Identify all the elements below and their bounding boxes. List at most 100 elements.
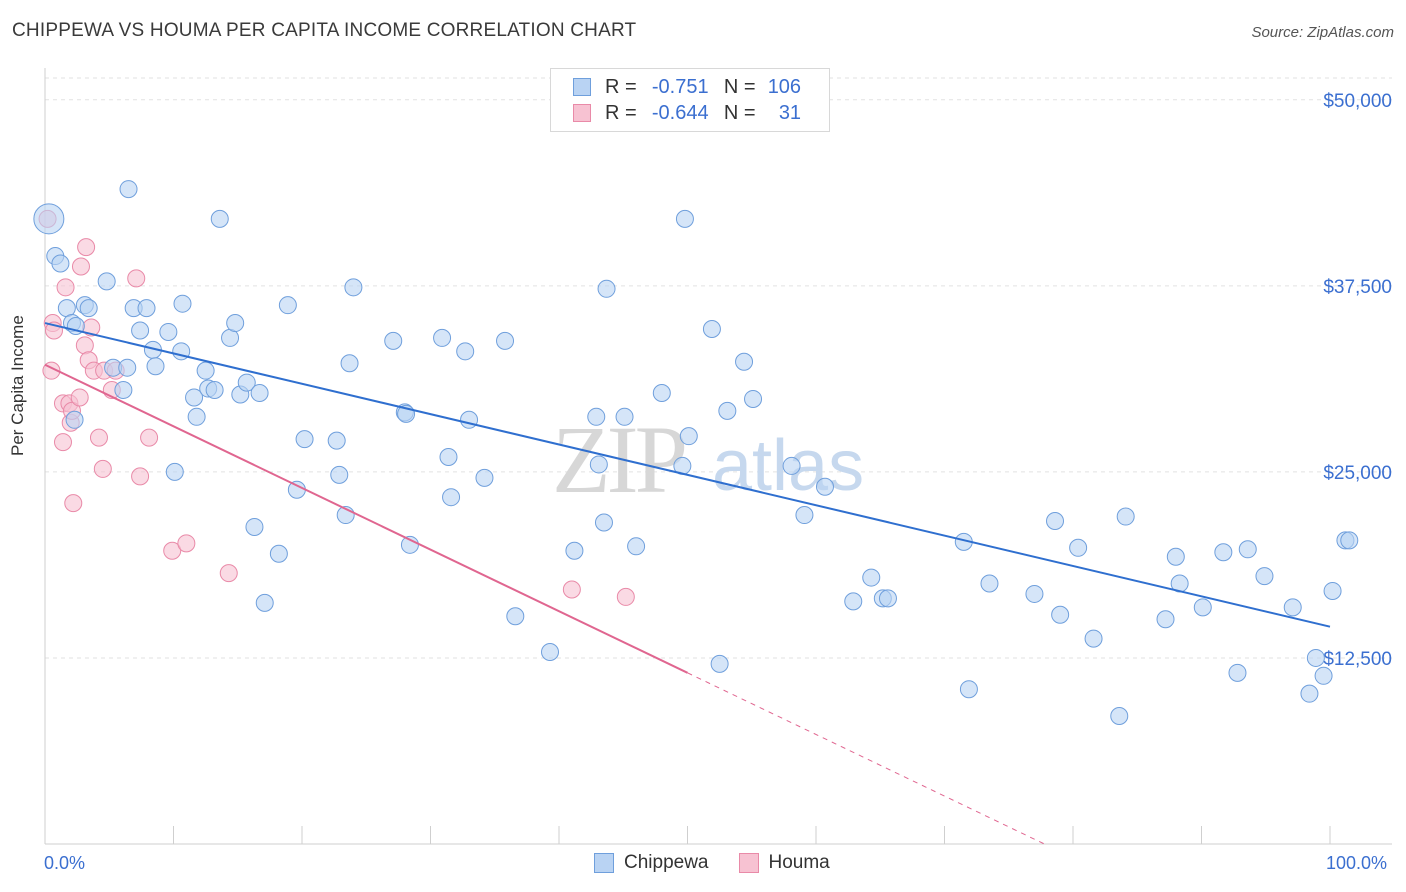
chippewa-point [119, 180, 138, 199]
chippewa-point [597, 279, 616, 298]
chippewa-point [287, 480, 306, 499]
chippewa-point [187, 407, 206, 426]
legend-item-chippewa: Chippewa [594, 852, 709, 874]
chippewa-point [433, 328, 452, 347]
chippewa-point [1214, 543, 1233, 562]
chippewa-point [1323, 581, 1342, 600]
houma-point [71, 257, 90, 276]
chippewa-point [475, 468, 494, 487]
chippewa-point [173, 294, 192, 313]
chippewa-point [245, 517, 264, 536]
chippewa-point [79, 299, 98, 318]
legend-row-chippewa: R = -0.751 N = 106 [573, 75, 801, 99]
chippewa-point [210, 209, 229, 228]
chippewa-point [269, 544, 288, 563]
houma-point [64, 494, 83, 513]
chippewa-point [1340, 531, 1359, 550]
houma-point [127, 269, 146, 288]
chippewa-point [295, 430, 314, 449]
chippewa-point [594, 513, 613, 532]
houma-point [562, 580, 581, 599]
chippewa-point [1069, 538, 1088, 557]
chippewa-point [675, 209, 694, 228]
legend-row-houma: R = -0.644 N = 31 [573, 101, 801, 125]
y-tick-label: $25,000 [1323, 463, 1392, 484]
chippewa-point [1238, 540, 1257, 559]
chippewa-point [1166, 547, 1185, 566]
chippewa-point [782, 456, 801, 475]
legend-n-label: N = [723, 101, 756, 124]
y-tick-label: $50,000 [1323, 91, 1392, 112]
chippewa-point [1306, 648, 1325, 667]
legend-item-houma: Houma [738, 852, 830, 874]
chippewa-point [844, 592, 863, 611]
chippewa-point [1084, 629, 1103, 648]
chippewa-point [131, 321, 150, 340]
chippewa-point [862, 568, 881, 587]
chippewa-point [165, 462, 184, 481]
y-tick-label: $12,500 [1323, 649, 1392, 670]
houma-point [177, 534, 196, 553]
chippewa-point [196, 361, 215, 380]
correlation-legend: R = -0.751 N = 106 R = -0.644 N = 31 [550, 68, 830, 132]
chippewa-point [1046, 512, 1065, 531]
gridlines [45, 77, 1392, 659]
chippewa-point [679, 427, 698, 446]
chippewa-point [1300, 684, 1319, 703]
y-tick-labels: $12,500 $25,000 $37,500 $50,000 [1323, 91, 1392, 670]
chippewa-point [1193, 598, 1212, 617]
chippewa-point [114, 381, 133, 400]
chippewa-point [980, 574, 999, 593]
chippewa-point [118, 358, 137, 377]
chippewa-point [735, 352, 754, 371]
houma-point [131, 467, 150, 486]
chippewa-point [702, 319, 721, 338]
houma-point [616, 587, 635, 606]
houma-trend-line [44, 363, 688, 674]
legend-label-houma: Houma [768, 852, 830, 873]
houma-point [77, 238, 96, 257]
chippewa-point [1116, 507, 1135, 526]
chippewa-point [710, 654, 729, 673]
chippewa-point [255, 593, 274, 612]
chippewa-point [340, 354, 359, 373]
chippewa-point [65, 410, 84, 429]
chippewa-point [1110, 706, 1129, 725]
legend-n-label: N = [723, 75, 756, 98]
chippewa-point [278, 296, 297, 315]
houma-points [38, 209, 635, 606]
chippewa-point [237, 373, 256, 392]
chippewa-point [565, 541, 584, 560]
chippewa-point [815, 477, 834, 496]
houma-trend-extension [687, 672, 1045, 845]
chippewa-point [456, 342, 475, 361]
chippewa-point [442, 488, 461, 507]
chippewa-point [330, 465, 349, 484]
chippewa-point [1025, 584, 1044, 603]
chippewa-point [460, 410, 479, 429]
legend-r-label: R = [605, 75, 637, 98]
chippewa-point [226, 314, 245, 333]
legend-n-value: 31 [778, 101, 802, 124]
chippewa-point [344, 278, 363, 297]
chippewa-point [587, 407, 606, 426]
x-tick-min: 0.0% [44, 853, 86, 873]
chippewa-point [959, 680, 978, 699]
y-tick-label: $37,500 [1323, 277, 1392, 298]
chart-title: CHIPPEWA VS HOUMA PER CAPITA INCOME CORR… [12, 20, 637, 41]
chippewa-point [33, 203, 65, 235]
houma-point [53, 433, 72, 452]
houma-point [70, 388, 89, 407]
legend-label-chippewa: Chippewa [624, 852, 709, 873]
source-label: Source: ZipAtlas.com [1251, 24, 1394, 41]
chippewa-point [51, 254, 70, 273]
chippewa-point [439, 448, 458, 466]
legend-r-label: R = [605, 101, 637, 124]
chippewa-point [205, 381, 224, 400]
houma-legend-swatch [738, 853, 759, 873]
chippewa-point [541, 642, 560, 661]
trend-lines [44, 322, 1331, 845]
axes [44, 68, 1392, 845]
chippewa-point [1156, 610, 1175, 629]
houma-point [56, 278, 75, 297]
